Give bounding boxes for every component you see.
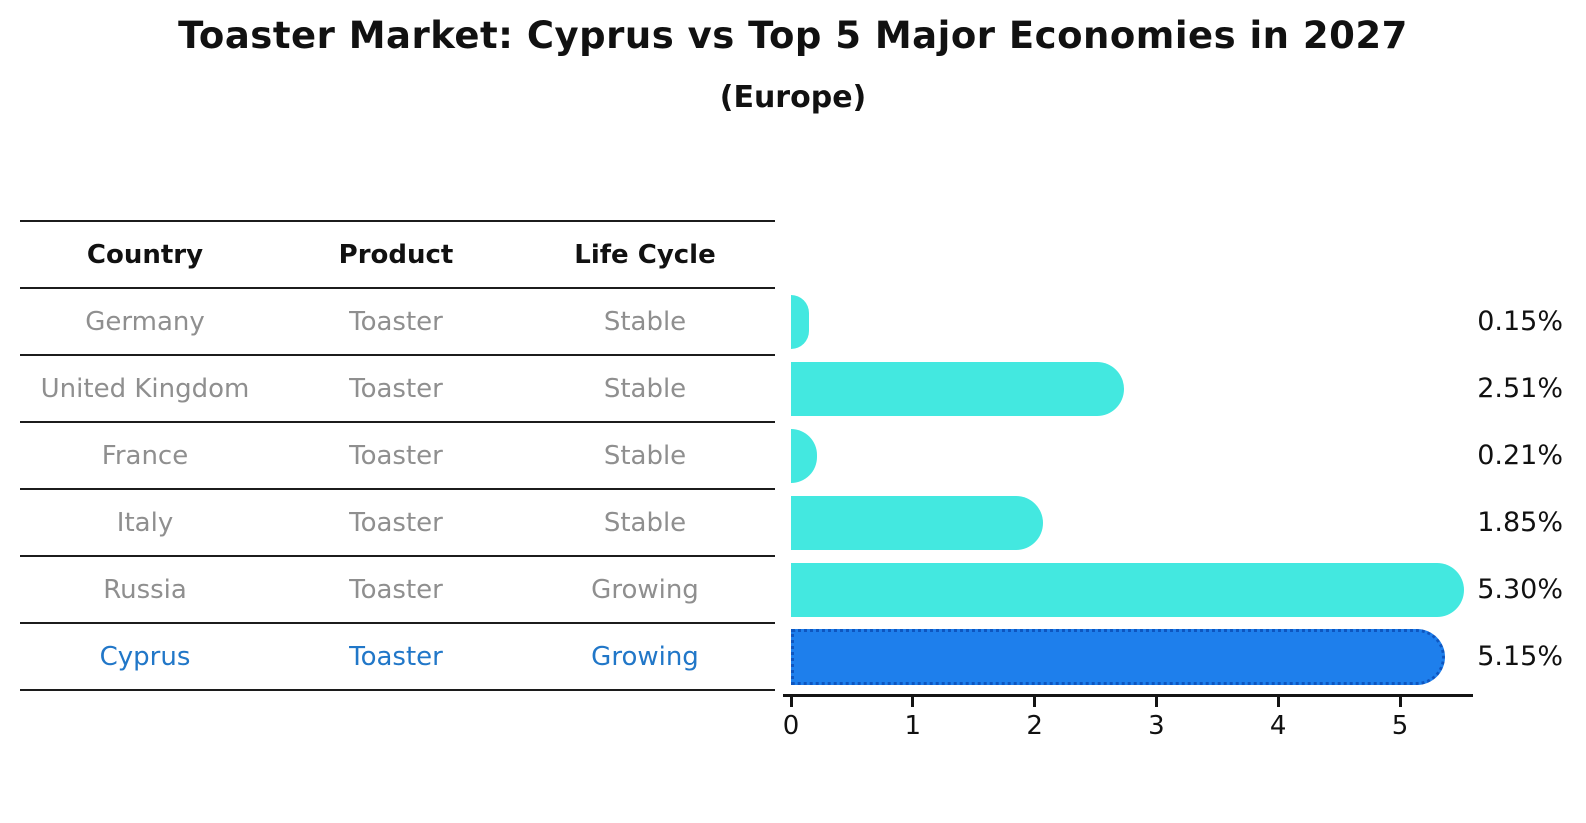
value-label-cyprus: 5.15%: [1477, 640, 1563, 672]
x-axis-tick-label-4: 4: [1269, 711, 1287, 741]
column-header-product: Product: [338, 239, 454, 270]
bar-france: [791, 428, 817, 483]
cell-life-cycle-united-kingdom: Stable: [603, 373, 687, 404]
x-axis-tick-5: [1398, 697, 1402, 707]
chart-title: Toaster Market: Cyprus vs Top 5 Major Ec…: [178, 14, 1408, 57]
cell-country-cyprus: Cyprus: [99, 641, 191, 672]
x-axis-tick-3: [1154, 697, 1158, 707]
x-axis-tick-1: [911, 697, 915, 707]
bar-cyprus: [791, 628, 1446, 685]
bar-united-kingdom: [791, 361, 1124, 416]
value-label-france: 0.21%: [1477, 439, 1563, 471]
cell-life-cycle-germany: Stable: [603, 306, 687, 337]
x-axis-tick-0: [789, 697, 793, 707]
cell-product-france: Toaster: [349, 440, 443, 471]
table-divider-0: [20, 220, 775, 222]
table-divider-6: [20, 622, 775, 624]
cell-life-cycle-russia: Growing: [591, 574, 699, 605]
cell-country-russia: Russia: [103, 574, 187, 605]
bar-russia: [791, 562, 1464, 617]
chart-subtitle: (Europe): [719, 80, 867, 115]
value-label-italy: 1.85%: [1477, 506, 1563, 538]
cell-life-cycle-cyprus: Growing: [591, 641, 699, 672]
bar-germany: [791, 294, 810, 349]
column-header-country: Country: [86, 239, 204, 270]
table-divider-3: [20, 421, 775, 423]
x-axis-tick-label-0: 0: [782, 711, 800, 741]
table-divider-2: [20, 354, 775, 356]
x-axis-tick-label-3: 3: [1148, 711, 1165, 741]
cell-country-italy: Italy: [116, 507, 174, 538]
value-label-russia: 5.30%: [1477, 573, 1563, 605]
cell-product-germany: Toaster: [349, 306, 443, 337]
column-header-life-cycle: Life Cycle: [574, 239, 716, 270]
table-divider-4: [20, 488, 775, 490]
x-axis-tick-4: [1276, 697, 1280, 707]
x-axis-tick-label-2: 2: [1026, 711, 1043, 741]
value-label-united-kingdom: 2.51%: [1477, 372, 1563, 404]
table-divider-5: [20, 555, 775, 557]
x-axis-line: [783, 694, 1473, 697]
cell-life-cycle-italy: Stable: [603, 507, 687, 538]
cell-product-united-kingdom: Toaster: [349, 373, 443, 404]
table-divider-1: [20, 287, 775, 289]
table-divider-7: [20, 689, 775, 691]
cell-life-cycle-france: Stable: [603, 440, 687, 471]
x-axis-tick-2: [1033, 697, 1037, 707]
cell-country-france: France: [101, 440, 189, 471]
cell-country-united-kingdom: United Kingdom: [40, 373, 250, 404]
x-axis-tick-label-5: 5: [1391, 711, 1409, 741]
bar-italy: [791, 495, 1044, 550]
cell-product-russia: Toaster: [349, 574, 443, 605]
cell-country-germany: Germany: [85, 306, 205, 337]
x-axis-tick-label-1: 1: [904, 711, 922, 741]
cell-product-italy: Toaster: [349, 507, 443, 538]
value-label-germany: 0.15%: [1477, 305, 1563, 337]
cell-product-cyprus: Toaster: [349, 641, 443, 672]
